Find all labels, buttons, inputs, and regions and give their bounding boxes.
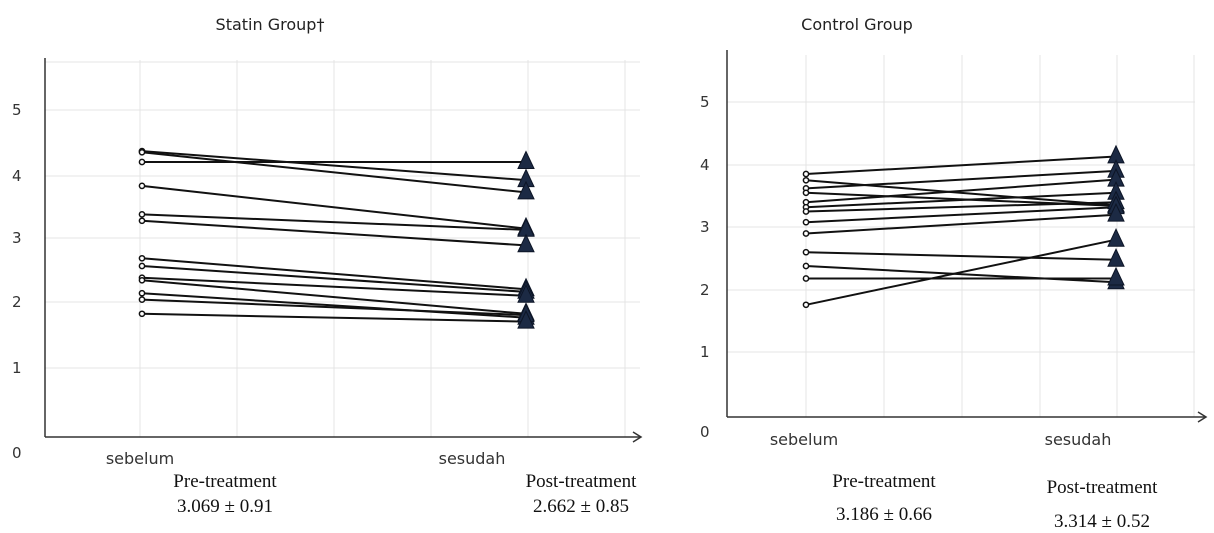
statin-pre-point-4 (138, 182, 146, 190)
control-chart-title: Control Group (801, 15, 913, 34)
statin-pre-point-3 (138, 158, 146, 166)
statin-subject-line-1 (141, 150, 527, 182)
control-pre-point-11 (802, 262, 810, 270)
control-subject-line-11 (805, 265, 1117, 284)
control-grid (727, 55, 1195, 417)
statin-subject-line-6 (141, 219, 527, 247)
control-pre-point-7 (802, 208, 810, 215)
statin-panel: Statin Group† 5 4 3 2 1 0 (12, 15, 643, 517)
statin-subject-line-2 (141, 151, 527, 194)
statin-chart-title: Statin Group† (216, 15, 325, 34)
control-pre-point-9 (802, 230, 810, 237)
control-post-value: 3.314 ± 0.52 (1054, 511, 1150, 532)
control-pre-point-13 (802, 301, 810, 309)
statin-pre-point-12 (138, 296, 146, 303)
statin-post-point-13 (517, 309, 535, 329)
control-post-point-9 (1107, 202, 1125, 222)
statin-subject-line-11 (141, 292, 527, 319)
statin-pre-point-2 (138, 148, 146, 156)
control-axes (726, 50, 1208, 423)
control-pre-point-2 (802, 176, 810, 184)
statin-subject-line-8 (141, 265, 527, 293)
control-data-marks (802, 144, 1125, 309)
control-category-labels: sebelum sesudah (770, 430, 1112, 449)
statin-category-label-after: sesudah (439, 449, 506, 468)
control-post-point-12 (1107, 266, 1125, 286)
statin-y-tick-label: 2 (12, 293, 22, 311)
control-y-tick-label: 1 (700, 343, 710, 361)
control-subject-line-8 (805, 206, 1117, 224)
statin-y-tick-label: 1 (12, 359, 22, 377)
statin-subject-line-5 (141, 213, 527, 231)
control-subject-line-1 (805, 155, 1117, 175)
control-subject-line-3 (805, 169, 1117, 190)
control-pre-point-1 (802, 170, 810, 178)
control-post-point-10 (1107, 248, 1125, 267)
control-subject-line-5 (805, 178, 1117, 204)
statin-grid (45, 60, 640, 437)
control-pre-point-8 (802, 218, 810, 226)
statin-subject-line-13 (141, 312, 527, 323)
control-post-label: Post-treatment (1047, 477, 1159, 498)
statin-y-tick-label: 4 (12, 167, 22, 185)
control-y-tick-labels: 5 4 3 2 1 0 (700, 93, 710, 441)
statin-y-tick-labels: 5 4 3 2 1 0 (12, 101, 22, 462)
statin-pre-point-13 (138, 310, 146, 318)
statin-y-tick-label: 3 (12, 229, 22, 247)
control-category-label-before: sebelum (770, 430, 838, 449)
statin-post-point-2 (517, 180, 535, 200)
statin-pre-value: 3.069 ± 0.91 (177, 496, 273, 517)
statin-pre-point-6 (138, 217, 146, 225)
statin-pre-point-10 (138, 276, 146, 284)
control-y-tick-label: 5 (700, 93, 710, 111)
statin-pre-point-5 (138, 211, 146, 218)
control-summary: Pre-treatment 3.186 ± 0.66 Post-treatmen… (832, 471, 1158, 532)
statin-axes (44, 58, 643, 443)
control-subject-line-6 (805, 191, 1117, 209)
statin-subject-line-10 (141, 279, 527, 315)
statin-pre-point-7 (138, 254, 146, 262)
statin-post-label: Post-treatment (526, 471, 638, 492)
statin-post-value: 2.662 ± 0.85 (533, 496, 629, 517)
control-subject-line-10 (805, 251, 1117, 261)
statin-y-tick-label: 0 (12, 444, 22, 462)
control-pre-point-4 (802, 189, 810, 197)
statin-subject-line-9 (141, 276, 527, 297)
control-subject-line-7 (805, 201, 1117, 213)
statin-post-point-3 (517, 150, 535, 169)
statin-category-label-before: sebelum (106, 449, 174, 468)
statin-pre-point-11 (138, 289, 146, 297)
control-panel: Control Group 5 4 3 2 1 0 (700, 15, 1208, 532)
statin-y-tick-label: 5 (12, 101, 22, 119)
statin-pre-point-8 (138, 262, 146, 270)
control-subject-line-2 (805, 179, 1117, 207)
control-pre-label: Pre-treatment (832, 471, 936, 492)
statin-category-labels: sebelum sesudah (106, 449, 506, 468)
statin-data-marks (138, 147, 535, 329)
control-pre-point-10 (802, 248, 810, 256)
statin-subject-line-7 (141, 257, 527, 291)
control-y-tick-label: 0 (700, 423, 710, 441)
statin-summary: Pre-treatment 3.069 ± 0.91 Post-treatmen… (173, 471, 637, 517)
control-subject-line-13 (805, 238, 1117, 306)
control-pre-point-12 (802, 275, 810, 282)
statin-x-axis-arrow (632, 431, 643, 443)
control-y-tick-label: 4 (700, 156, 710, 174)
control-post-point-13 (1107, 228, 1125, 247)
control-subject-line-9 (805, 213, 1117, 235)
control-y-tick-label: 3 (700, 218, 710, 236)
statin-subject-line-12 (141, 298, 527, 317)
control-category-label-after: sesudah (1045, 430, 1112, 449)
statin-pre-label: Pre-treatment (173, 471, 277, 492)
statin-post-point-6 (517, 233, 535, 253)
control-y-tick-label: 2 (700, 281, 710, 299)
control-x-axis-arrow (1197, 411, 1208, 423)
control-pre-value: 3.186 ± 0.66 (836, 504, 932, 525)
statin-subject-line-4 (141, 184, 527, 230)
